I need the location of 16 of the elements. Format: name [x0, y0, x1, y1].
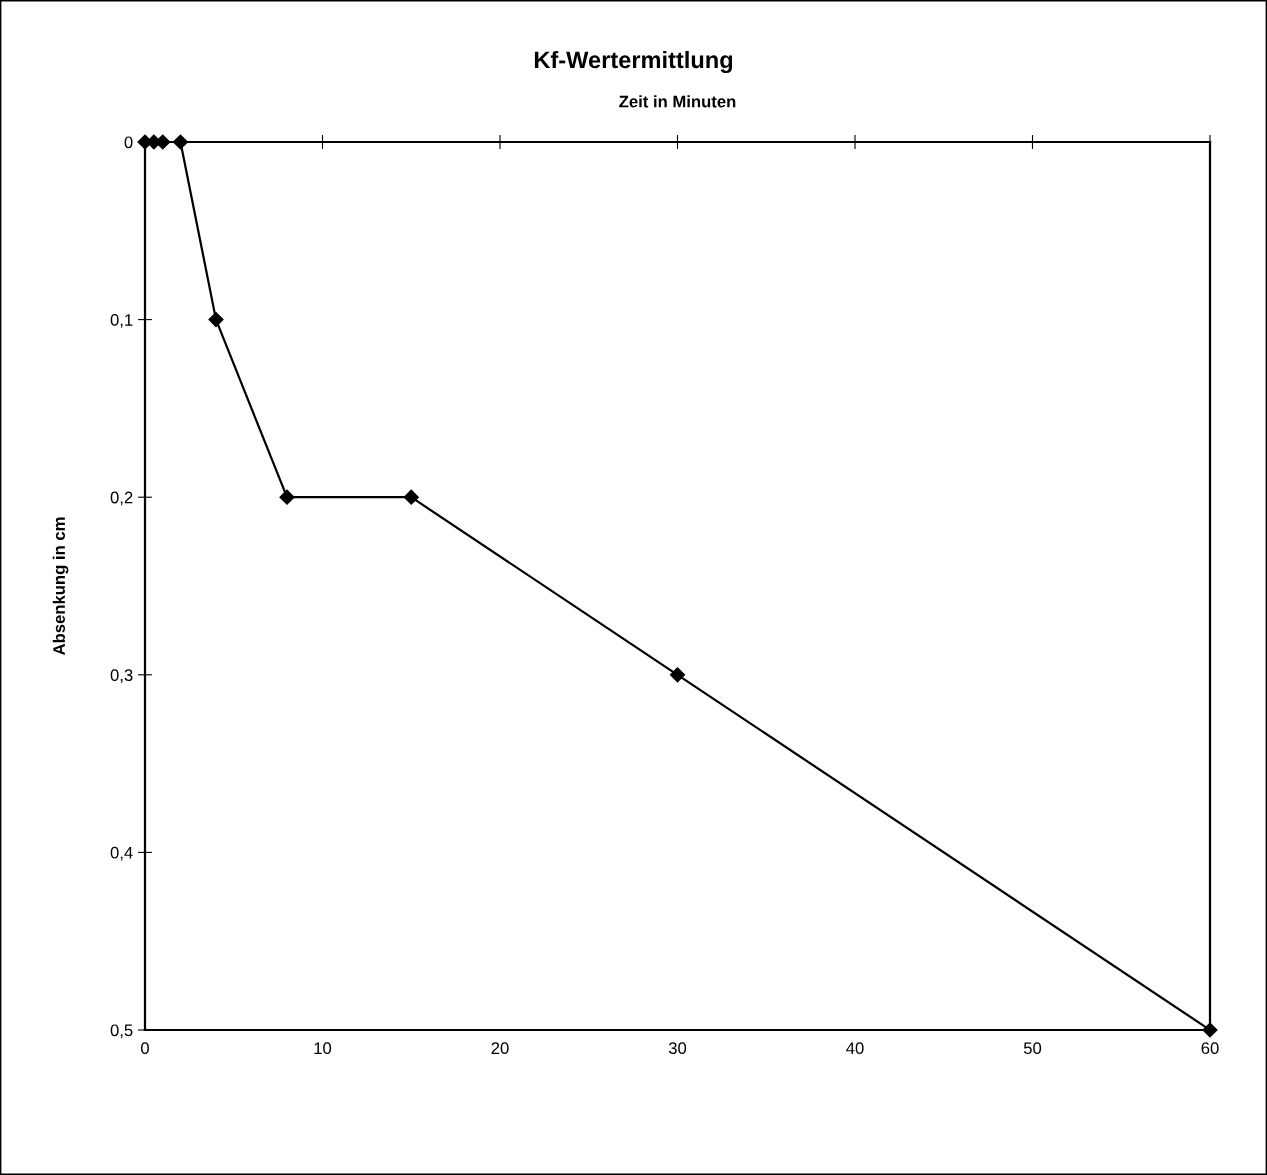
x-tick-label: 0: [141, 1042, 149, 1055]
y-tick-label: 0,2: [110, 491, 133, 506]
y-tick-label: 0,3: [110, 669, 133, 683]
y-tick-label: 0,5: [110, 1024, 133, 1039]
x-tick-label: 60: [1201, 1042, 1219, 1055]
y-tick-label: 0,4: [110, 846, 133, 861]
x-axis-title: Zeit in Minuten: [619, 95, 736, 108]
y-axis-title: Absenkung in cm: [52, 517, 69, 656]
y-tick-label: 0: [124, 136, 133, 149]
x-tick-label: 50: [1023, 1042, 1042, 1055]
x-tick-label: 30: [668, 1042, 687, 1055]
x-tick-label: 40: [846, 1042, 864, 1055]
y-tick-label: 0,1: [110, 314, 133, 328]
x-tick-label: 20: [491, 1042, 509, 1055]
x-tick-label: 10: [314, 1042, 332, 1055]
chart-title: Kf-Wertermittlung: [534, 50, 733, 74]
